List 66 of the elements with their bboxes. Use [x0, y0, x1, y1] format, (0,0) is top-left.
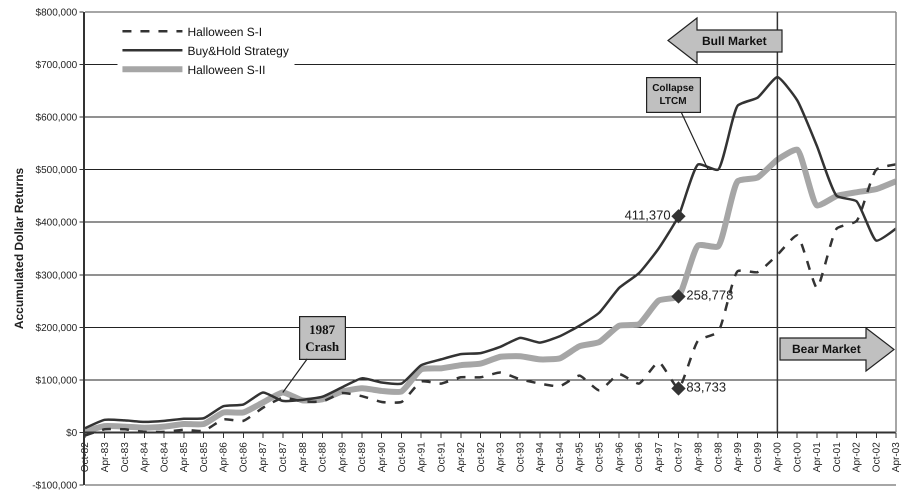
- x-tick-label: Oct-82: [80, 442, 92, 472]
- x-tick-label: Apr-91: [416, 442, 428, 472]
- x-tick-label: Oct-91: [436, 442, 448, 472]
- y-tick-label: $300,000: [36, 270, 78, 282]
- legend-label: Halloween S-II: [187, 62, 266, 77]
- x-tick-label: Oct-88: [318, 442, 329, 472]
- x-tick-label: Oct-98: [713, 442, 724, 472]
- annotation: 1987 Crash: [305, 322, 340, 354]
- x-tick-label: Apr-85: [179, 442, 190, 472]
- x-tick-label: Apr-97: [654, 442, 665, 472]
- x-tick-label: Oct-96: [634, 442, 646, 472]
- annotation: Bull Market: [702, 34, 767, 48]
- x-tick-label: Apr-94: [535, 442, 546, 472]
- y-tick-label: -$100,000: [32, 480, 78, 492]
- x-tick-label: Oct-01: [832, 442, 843, 472]
- x-tick-label: Oct-00: [792, 442, 804, 472]
- x-tick-label: Oct-93: [515, 442, 526, 472]
- y-tick-label: $0: [66, 428, 78, 439]
- point: [671, 381, 686, 396]
- y-tick-label: $700,000: [36, 60, 78, 72]
- data-label: 411,370: [624, 208, 671, 222]
- x-tick-label: Apr-86: [218, 442, 230, 472]
- x-tick-label: Apr-93: [496, 442, 507, 472]
- x-tick-label: Oct-85: [198, 442, 210, 472]
- x-tick-label: Oct-84: [159, 442, 170, 472]
- x-tick-label: Apr-90: [376, 442, 388, 472]
- point: [671, 289, 686, 304]
- y-tick-label: $100,000: [36, 375, 78, 386]
- x-tick-label: Oct-02: [872, 442, 883, 472]
- x-tick-label: Oct-87: [278, 442, 290, 472]
- x-tick-label: Apr-02: [852, 442, 863, 472]
- y-tick-label: $800,000: [36, 8, 78, 18]
- x-tick-label: Oct-89: [357, 442, 368, 472]
- point: [671, 209, 686, 224]
- x-tick-label: Apr-84: [140, 442, 151, 472]
- y-tick-label: $500,000: [36, 165, 78, 176]
- x-tick-label: Apr-96: [614, 442, 626, 472]
- x-tick-label: Apr-92: [456, 442, 468, 472]
- x-tick-label: Apr-88: [298, 442, 309, 472]
- x-tick-label: Oct-97: [674, 442, 685, 472]
- y-tick-label: $200,000: [36, 322, 78, 334]
- x-tick-label: Oct-94: [555, 442, 566, 472]
- x-tick-label: Apr-01: [812, 442, 824, 472]
- y-axis-title: Accumulated Dollar Returns: [12, 167, 26, 330]
- x-tick-label: Oct-95: [594, 442, 606, 472]
- legend-label: Halloween S-I: [187, 24, 262, 39]
- x-tick-label: Oct-99: [752, 442, 764, 472]
- x-tick-label: Oct-83: [120, 442, 131, 472]
- data-label: 258,778: [686, 288, 734, 303]
- x-tick-label: Apr-99: [732, 442, 744, 472]
- x-tick-label: Apr-83: [100, 442, 111, 472]
- x-tick-label: Apr-98: [693, 442, 704, 472]
- x-tick-label: Apr-00: [772, 442, 784, 472]
- annotation: Collapse LTCM: [652, 83, 694, 108]
- x-tick-label: Oct-92: [476, 442, 487, 472]
- y-tick-label: $400,000: [36, 218, 78, 229]
- x-tick-label: Oct-86: [238, 442, 250, 472]
- x-tick-label: Oct-90: [396, 442, 408, 472]
- legend-label: Buy&Hold Strategy: [187, 44, 289, 58]
- data-label: 83,733: [686, 380, 726, 395]
- x-tick-label: Apr-95: [574, 442, 586, 472]
- annotation: Bear Market: [792, 342, 861, 356]
- x-tick-label: Apr-03: [891, 442, 902, 472]
- y-tick-label: $600,000: [36, 112, 78, 124]
- x-tick-label: Apr-89: [337, 442, 348, 472]
- x-tick-label: Apr-87: [258, 442, 270, 472]
